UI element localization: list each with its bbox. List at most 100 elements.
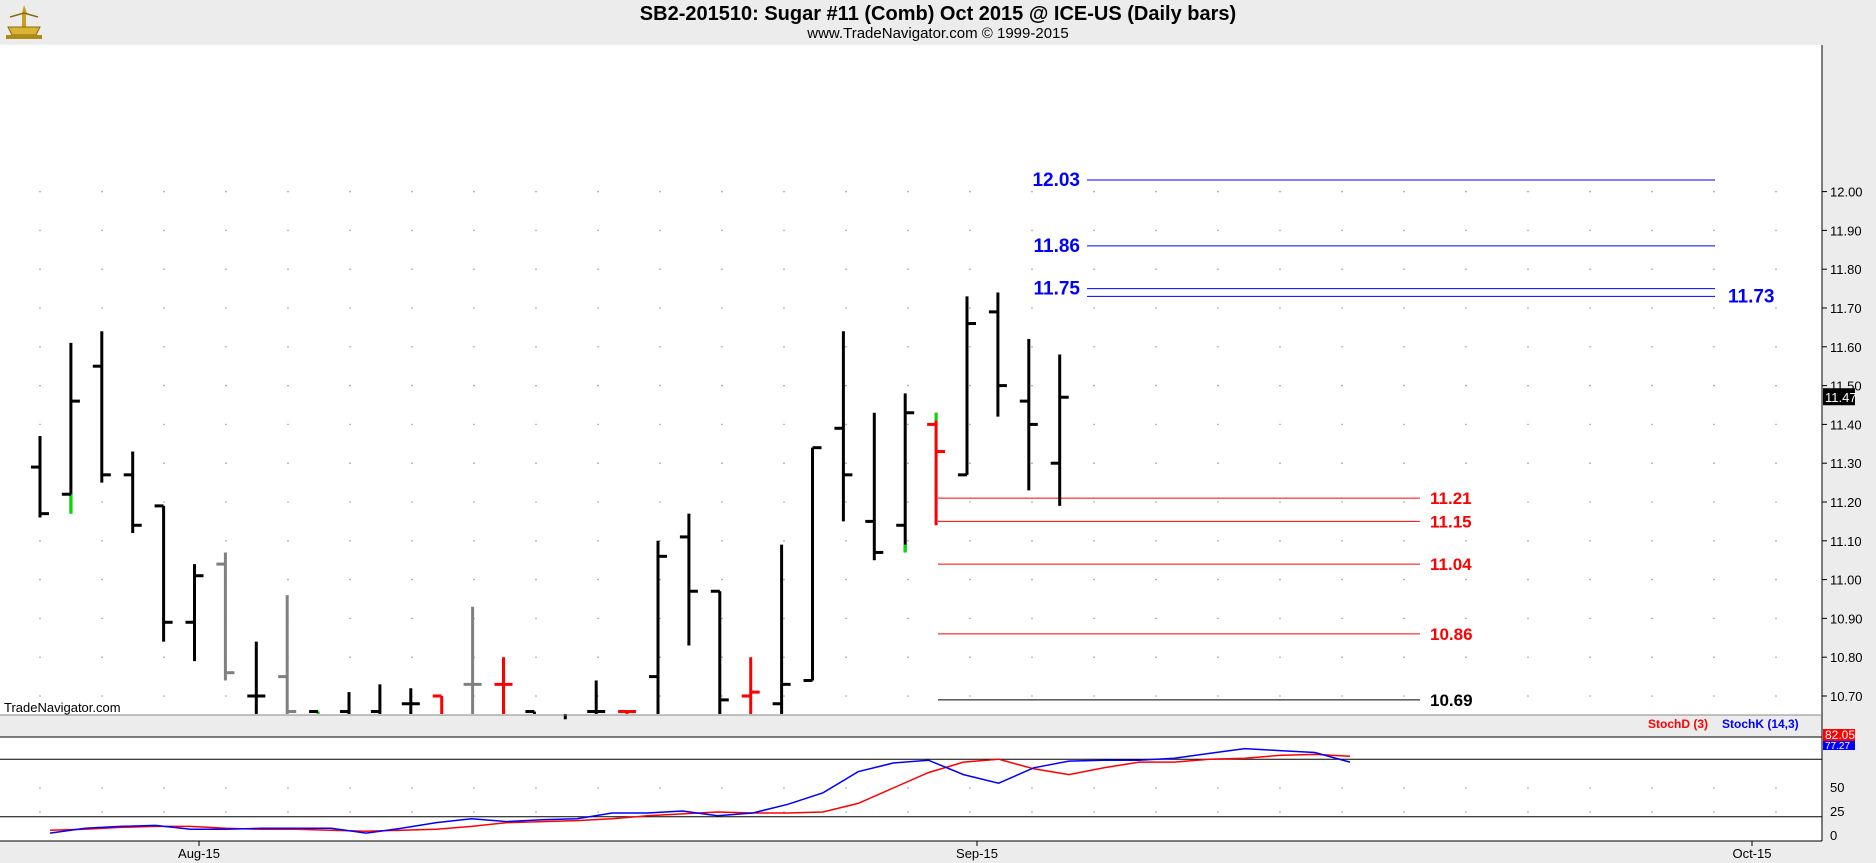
grid-dot xyxy=(1341,307,1343,309)
grid-dot xyxy=(287,307,289,309)
grid-dot xyxy=(659,384,661,387)
grid-dot xyxy=(39,617,41,620)
grid-dot xyxy=(659,229,661,232)
grid-dot xyxy=(1279,462,1281,465)
grid-dot xyxy=(1155,229,1157,232)
chart-title: SB2-201510: Sugar #11 (Comb) Oct 2015 @ … xyxy=(639,3,1237,25)
grid-dot xyxy=(845,617,847,620)
grid-dot xyxy=(1031,787,1033,789)
grid-dot xyxy=(411,462,413,465)
grid-dot xyxy=(659,578,661,581)
grid-dot xyxy=(101,229,103,232)
grid-dot xyxy=(1465,617,1467,620)
grid-dot xyxy=(845,811,847,813)
watermark: TradeNavigator.com xyxy=(4,700,121,715)
grid-dot xyxy=(721,656,723,658)
grid-dot xyxy=(39,811,41,813)
grid-dot xyxy=(473,307,475,309)
axis-tick-label: 11.10 xyxy=(1830,534,1862,549)
grid-dot xyxy=(1775,229,1777,232)
grid-dot xyxy=(1713,268,1715,271)
grid-dot xyxy=(1713,229,1715,232)
grid-dot xyxy=(597,811,599,813)
grid-dot xyxy=(1527,656,1529,658)
grid-dot xyxy=(1093,617,1095,620)
grid-dot xyxy=(225,423,227,426)
grid-dot xyxy=(101,811,103,813)
price-axis-ticks: 12.0011.9011.8011.7011.6011.5011.4011.30… xyxy=(1822,185,1863,704)
stoch-d-tag xyxy=(1823,729,1855,741)
grid-dot xyxy=(1465,423,1467,426)
grid-dot xyxy=(163,695,165,697)
grid-dot xyxy=(969,656,971,658)
grid-dot xyxy=(39,423,41,426)
grid-dot xyxy=(1589,462,1591,465)
grid-dot xyxy=(1527,787,1529,789)
grid-dot xyxy=(1341,787,1343,789)
grid-dot xyxy=(163,423,165,426)
grid-dot xyxy=(1031,307,1033,309)
grid-dot xyxy=(1775,268,1777,271)
grid-dot xyxy=(1651,423,1653,426)
grid-dot xyxy=(1465,501,1467,503)
grid-dot xyxy=(1713,787,1715,789)
grid-dot xyxy=(1155,346,1157,348)
grid-dot xyxy=(1155,540,1157,542)
grid-dot xyxy=(1527,423,1529,426)
grid-dot xyxy=(1589,307,1591,309)
grid-dot xyxy=(1775,384,1777,387)
grid-dot xyxy=(1341,462,1343,465)
grid-dot xyxy=(1093,540,1095,542)
grid-dot xyxy=(101,695,103,697)
grid-dot xyxy=(1527,229,1529,232)
grid-dot xyxy=(1527,540,1529,542)
grid-dot xyxy=(411,190,413,193)
grid-dot xyxy=(473,190,475,193)
grid-dot xyxy=(845,268,847,271)
grid-dot xyxy=(1093,501,1095,503)
grid-dot xyxy=(1341,578,1343,581)
grid-dot xyxy=(1775,462,1777,465)
grid-dot xyxy=(1279,578,1281,581)
grid-dot xyxy=(1589,229,1591,232)
grid-dot xyxy=(287,268,289,271)
grid-dot xyxy=(349,501,351,503)
grid-dot xyxy=(1713,695,1715,697)
time-axis xyxy=(0,841,1876,863)
grid-dot xyxy=(597,617,599,620)
grid-dot xyxy=(349,578,351,581)
grid-dot xyxy=(473,787,475,789)
grid-dot xyxy=(845,501,847,503)
grid-dot xyxy=(225,787,227,789)
grid-dot xyxy=(1341,423,1343,426)
grid-dot xyxy=(39,656,41,658)
grid-dot xyxy=(411,617,413,620)
grid-dot xyxy=(1403,617,1405,620)
level-label: 11.75 xyxy=(1034,279,1081,300)
grid-dot xyxy=(163,462,165,465)
grid-dot xyxy=(1775,190,1777,193)
grid-dot xyxy=(659,307,661,309)
grid-dot xyxy=(597,307,599,309)
grid-dot xyxy=(1279,617,1281,620)
grid-dot xyxy=(1713,578,1715,581)
grid-dot xyxy=(1217,695,1219,697)
grid-dot xyxy=(1217,578,1219,581)
grid-dot xyxy=(473,811,475,813)
grid-dot xyxy=(101,268,103,271)
grid-dot xyxy=(225,307,227,309)
grid-dot xyxy=(1589,617,1591,620)
grid-dot xyxy=(783,501,785,503)
time-tick-label: Oct-15 xyxy=(1732,846,1771,861)
grid-dot xyxy=(1279,190,1281,193)
grid-dot xyxy=(1217,384,1219,387)
grid-dot xyxy=(1589,787,1591,789)
grid-dot xyxy=(1279,423,1281,426)
grid-dot xyxy=(163,307,165,309)
level-label: 10.69 xyxy=(1430,691,1473,710)
grid-dot xyxy=(1465,656,1467,658)
grid-dot xyxy=(969,229,971,232)
level-label: 11.73 xyxy=(1728,286,1775,307)
grid-dot xyxy=(721,229,723,232)
